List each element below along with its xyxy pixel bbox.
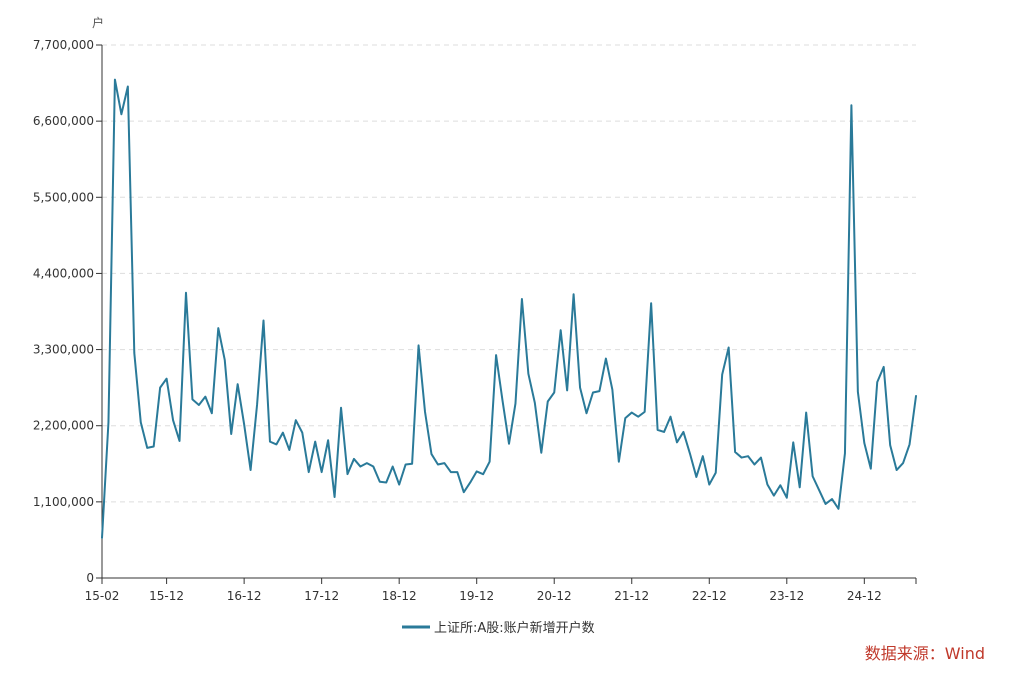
y-tick-label: 1,100,000 [33, 495, 94, 509]
y-tick-label: 0 [86, 571, 94, 585]
series [101, 78, 917, 539]
x-tick-label: 21-12 [614, 589, 649, 603]
legend[interactable]: 上证所:A股:账户新增开户数 [402, 620, 595, 636]
x-tick-label: 17-12 [304, 589, 339, 603]
axes [101, 45, 916, 579]
data-source-label: 数据来源：Wind [864, 644, 985, 663]
x-tick-label: 22-12 [692, 589, 727, 603]
x-tick-label: 24-12 [847, 589, 882, 603]
series-line-new-accounts [101, 78, 917, 539]
y-tick-label: 4,400,000 [33, 266, 94, 280]
x-tick-label: 19-12 [459, 589, 494, 603]
x-tick-label: 15-12 [149, 589, 184, 603]
x-ticks: 15-02 15-12 16-12 17-12 18-12 19-12 20-12 21-12… [85, 578, 917, 603]
x-tick-label: 18-12 [382, 589, 417, 603]
x-tick-label: 20-12 [537, 589, 572, 603]
x-tick-label: 16-12 [227, 589, 262, 603]
y-tick-label: 3,300,000 [33, 343, 94, 357]
y-tick-label: 6,600,000 [33, 114, 94, 128]
x-tick-label: 23-12 [769, 589, 804, 603]
y-tick-label: 2,200,000 [33, 419, 94, 433]
legend-label: 上证所:A股:账户新增开户数 [434, 620, 595, 636]
x-tick-label: 15-02 [85, 589, 120, 603]
y-tick-label: 5,500,000 [33, 190, 94, 204]
y-tick-label: 7,700,000 [33, 38, 94, 52]
y-axis-unit-label: 户 [92, 15, 104, 30]
grid-lines [102, 44, 916, 503]
y-ticks: 0 1,100,000 2,200,000 3,300,000 4,400,000 5,5… [33, 38, 102, 585]
